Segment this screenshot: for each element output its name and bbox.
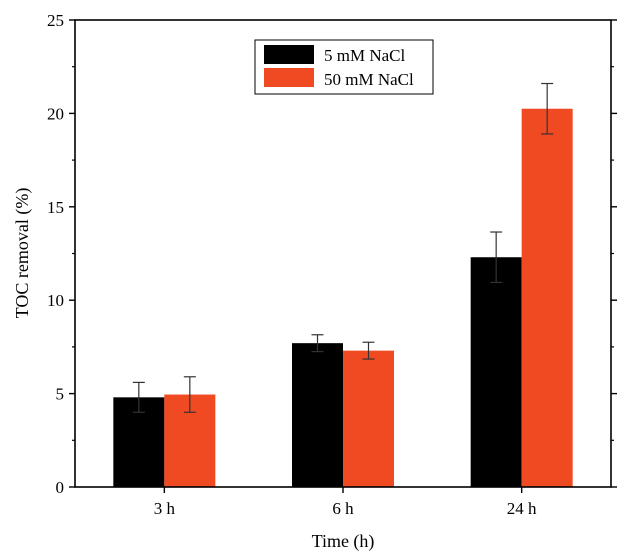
y-tick-label: 10 bbox=[47, 291, 64, 310]
x-tick-label: 24 h bbox=[507, 499, 537, 518]
bar-5mm-24h bbox=[470, 257, 522, 487]
x-tick-label: 6 h bbox=[332, 499, 354, 518]
legend-swatch-5mm bbox=[264, 45, 314, 64]
legend: 5 mM NaCl 50 mM NaCl bbox=[254, 39, 434, 95]
y-tick-label: 20 bbox=[47, 104, 64, 123]
bar-5mm-6h bbox=[292, 343, 343, 487]
y-tick-label: 5 bbox=[56, 385, 65, 404]
y-tick-label: 0 bbox=[56, 478, 65, 497]
legend-label-5mm: 5 mM NaCl bbox=[324, 46, 406, 65]
error-bars-layer bbox=[132, 82, 554, 413]
x-axis-title: Time (h) bbox=[312, 531, 375, 552]
legend-label-50mm: 50 mM NaCl bbox=[324, 70, 414, 89]
x-tick-label: 3 h bbox=[154, 499, 176, 518]
bars-layer bbox=[113, 108, 573, 487]
y-tick-label: 25 bbox=[47, 11, 64, 30]
y-axis-title: TOC removal (%) bbox=[12, 188, 33, 319]
legend-swatch-50mm bbox=[264, 68, 314, 87]
bar-50mm-24h bbox=[521, 108, 573, 487]
axes-layer: 0 5 10 15 20 25 3 h 6 h 24 h bbox=[47, 11, 617, 518]
y-tick-label: 15 bbox=[47, 198, 64, 217]
bar-50mm-6h bbox=[343, 350, 394, 487]
